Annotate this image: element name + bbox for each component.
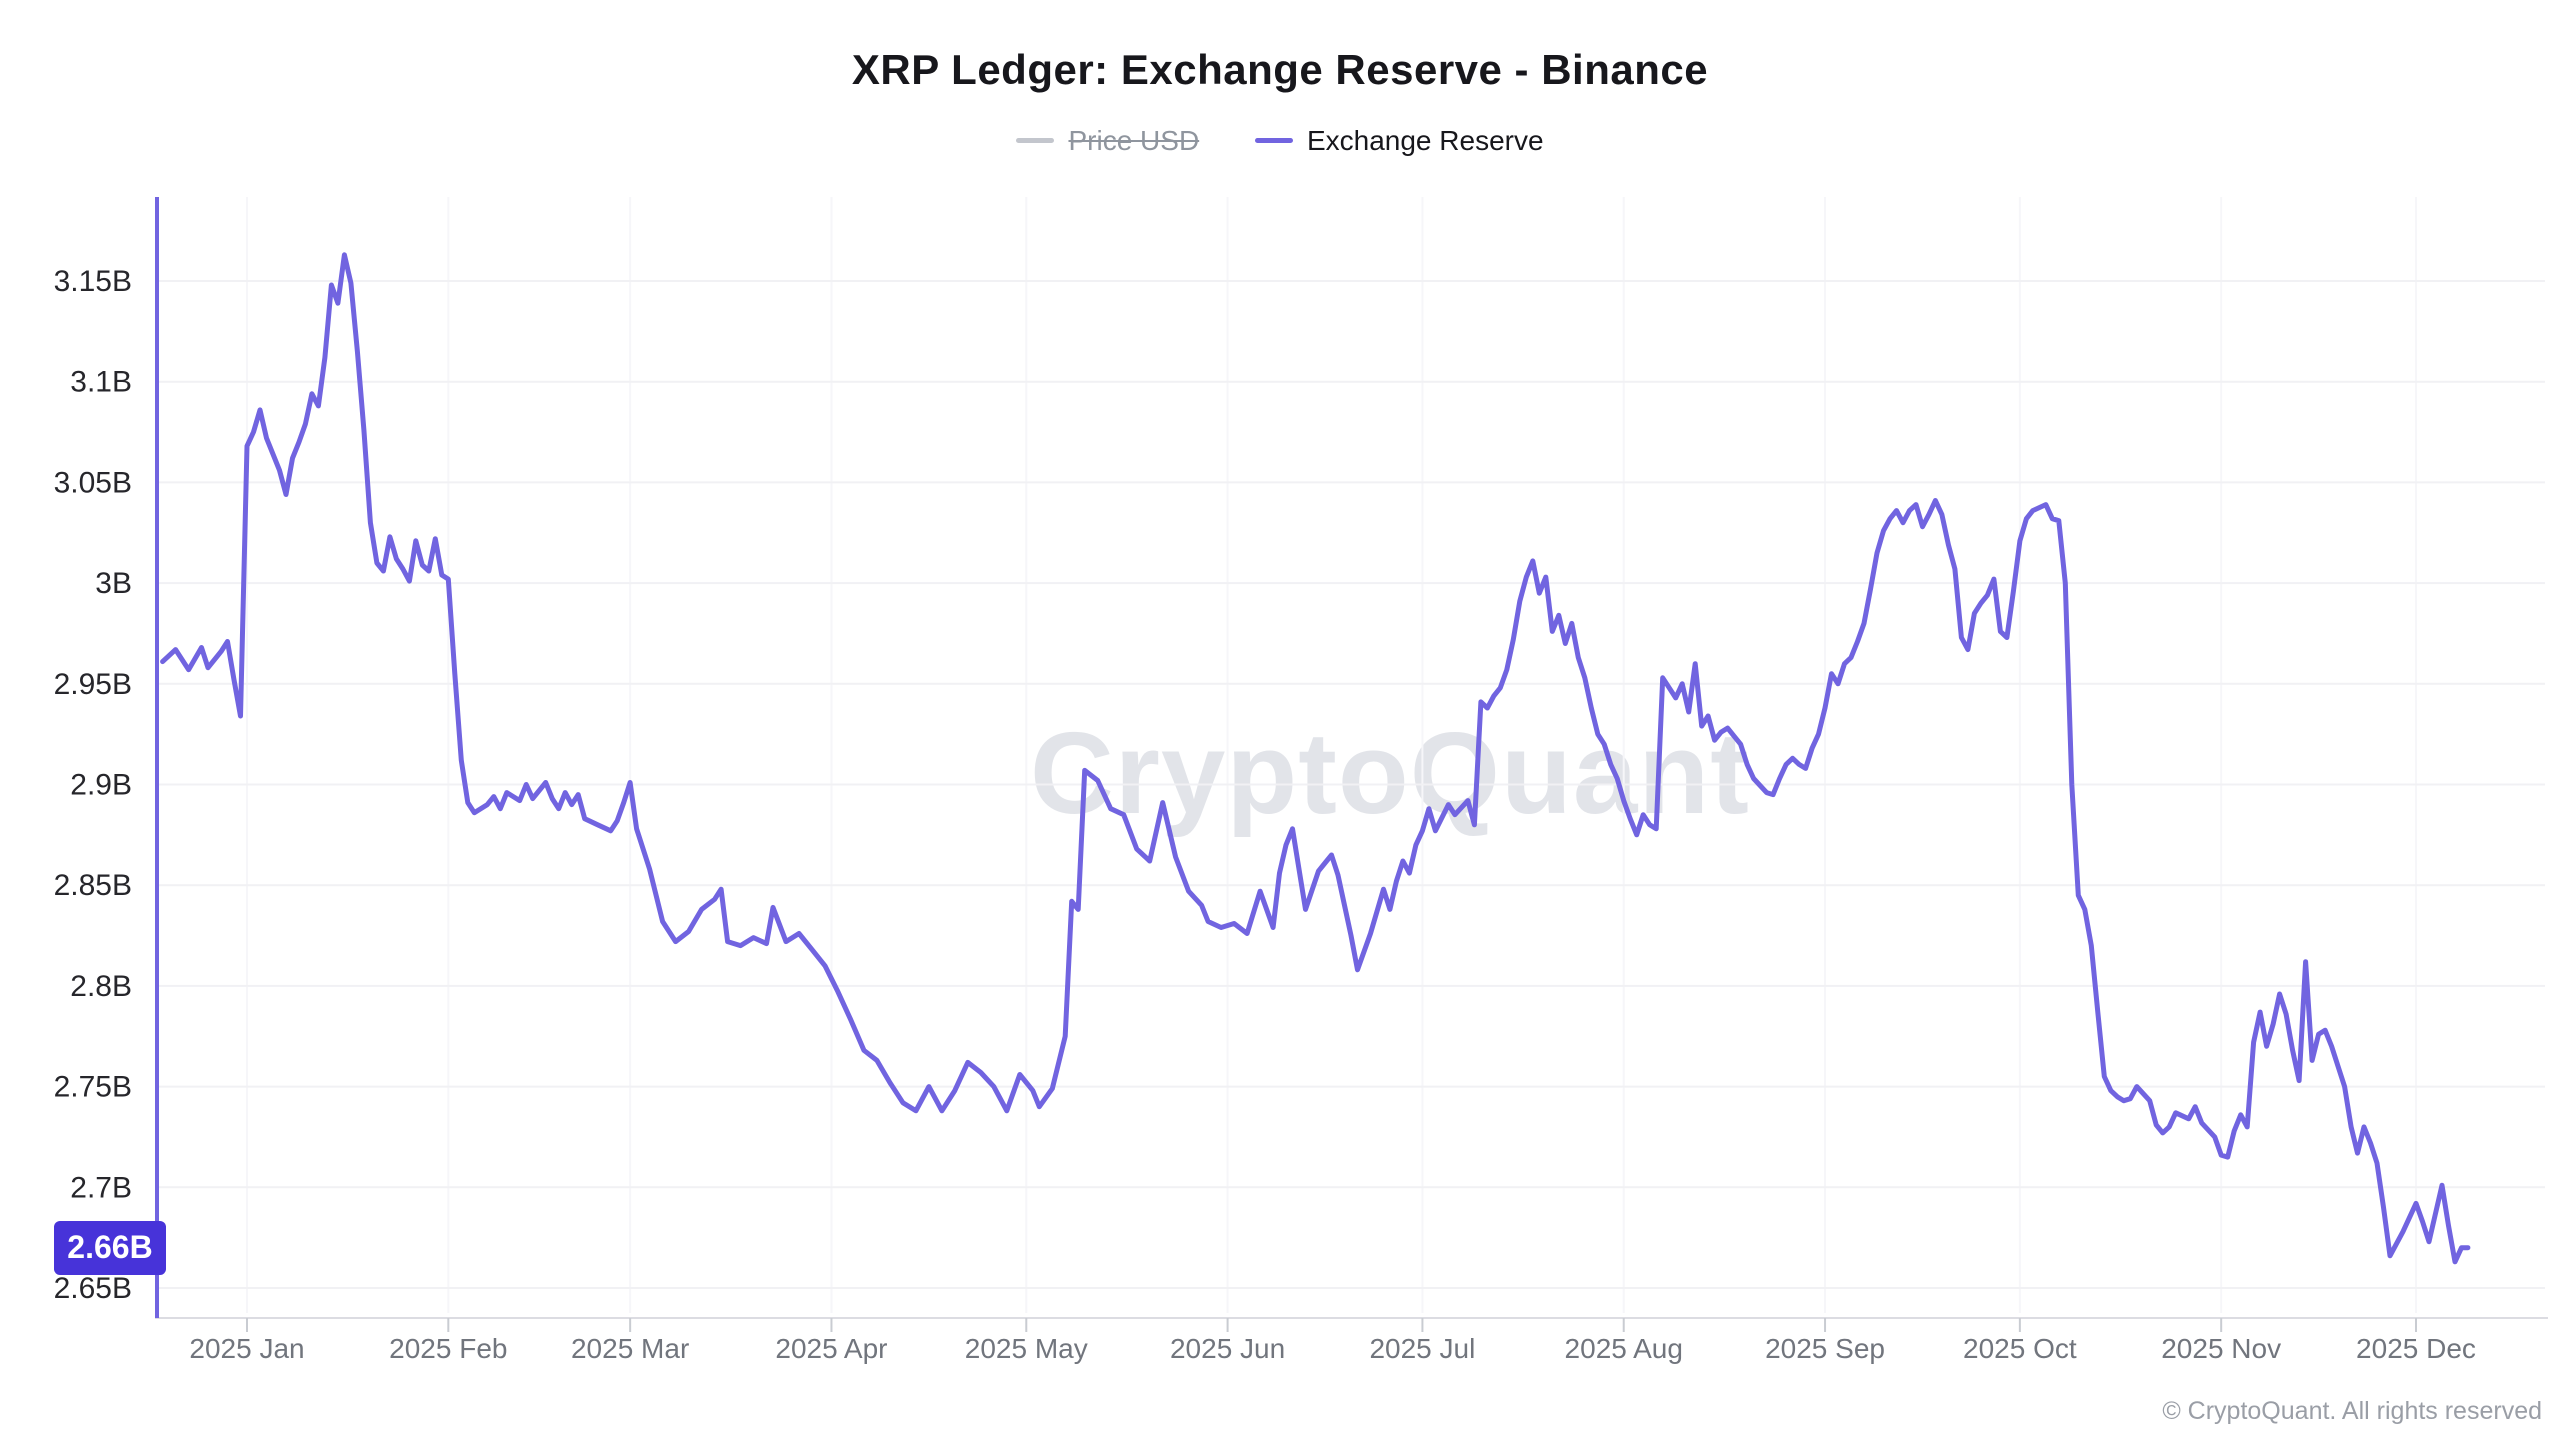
price-usd-dash-icon: [1016, 138, 1055, 143]
x-axis-label: 2025 Oct: [1963, 1333, 2077, 1364]
y-axis-label: 2.75B: [54, 1071, 132, 1104]
x-axis-label: 2025 Jul: [1369, 1333, 1475, 1364]
y-axis-label: 2.85B: [54, 869, 132, 902]
x-axis-label: 2025 Nov: [2161, 1333, 2281, 1364]
x-axis-label: 2025 Mar: [571, 1333, 689, 1364]
y-axis-label: 2.65B: [54, 1272, 132, 1305]
legend: Price USD Exchange Reserve: [0, 118, 2560, 157]
legend-label-exchange-reserve: Exchange Reserve: [1306, 124, 1544, 156]
y-axis-label: 2.95B: [54, 668, 132, 701]
x-axis-label: 2025 Jun: [1170, 1333, 1285, 1364]
x-axis-label: 2025 Apr: [775, 1333, 887, 1364]
legend-label-price-usd: Price USD: [1068, 124, 1200, 156]
legend-item-exchange-reserve[interactable]: Exchange Reserve: [1254, 124, 1544, 157]
x-axis-label: 2025 Dec: [2356, 1333, 2476, 1364]
x-axis-label: 2025 Jan: [189, 1333, 304, 1364]
y-axis-label: 3B: [95, 567, 132, 600]
x-axis-label: 2025 May: [965, 1333, 1088, 1364]
y-axis-label: 2.7B: [70, 1171, 132, 1204]
exchange-reserve-dash-icon: [1254, 138, 1293, 143]
exchange-reserve-line: [160, 252, 2471, 1265]
x-axis-label: 2025 Aug: [1565, 1333, 1683, 1364]
x-axis-label: 2025 Sep: [1765, 1333, 1885, 1364]
y-axis-label: 3.1B: [70, 366, 132, 399]
y-axis-label: 2.8B: [70, 970, 132, 1003]
legend-item-price-usd[interactable]: Price USD: [1016, 125, 1199, 157]
y-axis-label: 3.15B: [54, 265, 132, 298]
x-axis-label: 2025 Feb: [389, 1333, 507, 1364]
y-axis-label: 3.05B: [54, 466, 132, 499]
last-value-badge: 2.66B: [54, 1220, 166, 1275]
chart-title: XRP Ledger: Exchange Reserve - Binance: [851, 46, 1709, 93]
copyright-notice: © CryptoQuant. All rights reserved: [2162, 1397, 2542, 1425]
y-axis-label: 2.9B: [70, 769, 132, 802]
